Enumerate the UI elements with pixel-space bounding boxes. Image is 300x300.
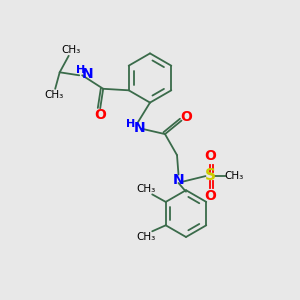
Text: CH₃: CH₃ <box>136 232 155 242</box>
Text: S: S <box>205 168 215 183</box>
Text: H: H <box>76 65 85 75</box>
Text: O: O <box>205 189 217 203</box>
Text: O: O <box>205 149 217 163</box>
Text: CH₃: CH₃ <box>61 45 81 55</box>
Text: O: O <box>180 110 192 124</box>
Text: N: N <box>82 67 93 81</box>
Text: N: N <box>134 121 145 134</box>
Text: O: O <box>94 108 106 122</box>
Text: H: H <box>126 118 135 129</box>
Text: CH₃: CH₃ <box>136 184 155 194</box>
Text: N: N <box>173 173 184 187</box>
Text: CH₃: CH₃ <box>44 90 63 100</box>
Text: CH₃: CH₃ <box>224 171 244 181</box>
